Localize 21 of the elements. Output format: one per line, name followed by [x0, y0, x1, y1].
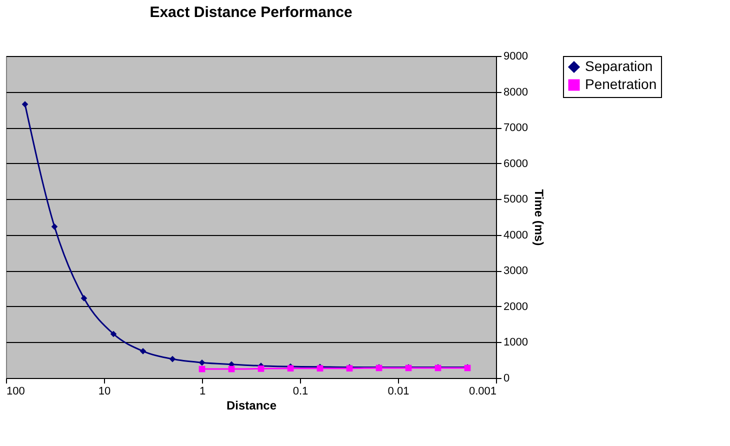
x-tick-label: 0.001	[468, 386, 496, 398]
y-tick-label: 1000	[504, 336, 528, 349]
legend-label: Separation	[585, 58, 653, 74]
y-tick-label: 2000	[504, 300, 528, 313]
y-tick-label: 6000	[504, 158, 528, 170]
x-tick-label: 100	[6, 386, 25, 398]
y-axis-title: Time (ms)	[532, 189, 546, 246]
x-tick-label: 1	[199, 386, 206, 398]
legend-label: Penetration	[585, 76, 657, 92]
x-tick-label: 10	[98, 386, 111, 398]
x-tick-label: 0.01	[388, 386, 410, 398]
y-tick-label: 8000	[504, 86, 528, 98]
chart-title: Exact Distance Performance	[150, 4, 352, 21]
y-tick-label: 5000	[504, 194, 528, 206]
y-tick-label: 9000	[504, 50, 528, 62]
x-tick-label: 0.1	[292, 386, 308, 398]
y-tick-label: 4000	[504, 229, 528, 242]
x-axis-title: Distance	[226, 398, 277, 412]
y-tick-label: 7000	[504, 122, 528, 134]
y-tick-label: 3000	[504, 265, 528, 278]
y-tick-label: 0	[504, 372, 510, 384]
